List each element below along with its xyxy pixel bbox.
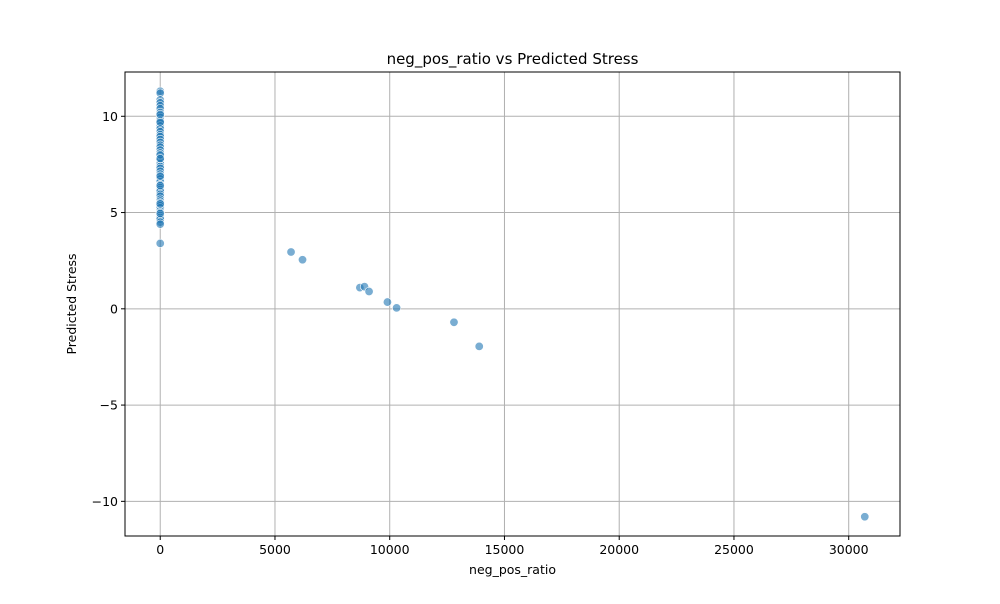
x-tick-label: 30000	[829, 542, 869, 557]
y-axis-label: Predicted Stress	[64, 253, 79, 354]
data-points	[155, 86, 870, 522]
y-tick-label: 5	[110, 205, 118, 220]
data-point	[392, 303, 402, 313]
data-point	[860, 512, 870, 522]
x-tick-label: 20000	[599, 542, 639, 557]
grid	[125, 72, 900, 536]
data-point	[286, 247, 296, 257]
data-point	[155, 181, 165, 191]
y-tick-label: 10	[102, 109, 118, 124]
data-point	[364, 286, 374, 296]
x-axis-label: neg_pos_ratio	[469, 562, 556, 577]
data-point	[298, 255, 308, 265]
data-point	[155, 209, 165, 219]
y-tick-label: −10	[92, 494, 118, 509]
x-tick-label: 25000	[714, 542, 754, 557]
data-point	[155, 238, 165, 248]
x-tick-label: 15000	[485, 542, 525, 557]
data-point	[155, 117, 165, 127]
y-tick-label: 0	[110, 301, 118, 316]
data-point	[155, 109, 165, 119]
x-tick-label: 10000	[370, 542, 410, 557]
data-point	[155, 219, 165, 229]
x-tick-label: 5000	[259, 542, 291, 557]
data-point	[155, 154, 165, 164]
plot-frame	[124, 71, 901, 537]
data-point	[155, 171, 165, 181]
x-tick-label: 0	[156, 542, 164, 557]
data-point	[474, 341, 484, 351]
data-point	[155, 199, 165, 209]
y-axis-ticks: −10 −5 0 5 10	[92, 109, 125, 509]
chart-title: neg_pos_ratio vs Predicted Stress	[387, 50, 639, 69]
data-point	[449, 317, 459, 327]
data-point	[382, 297, 392, 307]
y-tick-label: −5	[100, 398, 118, 413]
x-axis-ticks: 0 5000 10000 15000 20000 25000 30000	[156, 536, 869, 557]
